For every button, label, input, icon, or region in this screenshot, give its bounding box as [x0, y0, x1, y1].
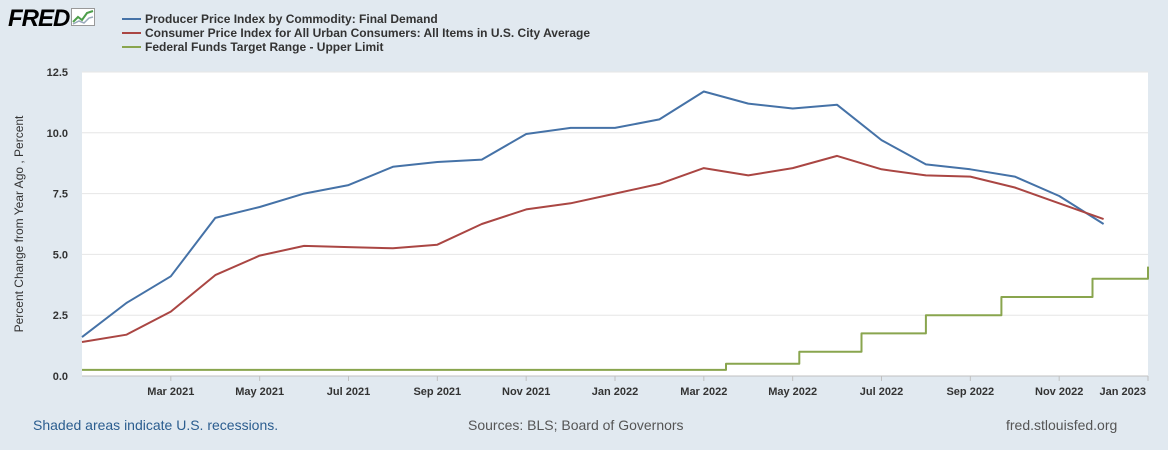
legend-label-cpi: Consumer Price Index for All Urban Consu…: [145, 26, 590, 40]
fred-logo-text: FRED: [8, 5, 70, 32]
y-tick-label: 2.5: [53, 310, 68, 322]
series-line-ppi[interactable]: [81, 90, 1105, 338]
legend-item-cpi[interactable]: Consumer Price Index for All Urban Consu…: [122, 26, 590, 40]
line-chart[interactable]: 0.0 2.5 5.0 7.5 10.0 12.5 Mar 2021 May 2021 Jul…: [0, 0, 1168, 410]
x-tick-label: Nov 2021: [502, 386, 550, 398]
recession-note-link[interactable]: Shaded areas indicate U.S. recessions.: [33, 417, 279, 433]
x-tick-label: May 2021: [235, 386, 284, 398]
data-series: [81, 90, 1149, 371]
site-url[interactable]: fred.stlouisfed.org: [1006, 417, 1118, 433]
legend-item-ppi[interactable]: Producer Price Index by Commodity: Final…: [122, 12, 590, 26]
series-line-fedfunds[interactable]: [82, 266, 1149, 371]
series-line-cpi[interactable]: [81, 154, 1104, 343]
y-axis-label: Percent Change from Year Ago , Percent: [12, 115, 26, 332]
x-tick-label: Sep 2021: [413, 386, 461, 398]
y-tick-label: 7.5: [53, 189, 68, 201]
y-axis-ticks: 0.0 2.5 5.0 7.5 10.0 12.5: [47, 67, 68, 383]
plot-area: [82, 72, 1148, 376]
legend-swatch-fedfunds: [122, 46, 141, 48]
legend-label-ppi: Producer Price Index by Commodity: Final…: [145, 12, 438, 26]
x-tick-label: Jan 2023: [1100, 386, 1146, 398]
y-tick-label: 12.5: [47, 67, 68, 79]
legend-swatch-ppi: [122, 18, 141, 20]
legend-swatch-cpi: [122, 32, 141, 34]
fred-chart-icon: [71, 7, 96, 31]
legend-label-fedfunds: Federal Funds Target Range - Upper Limit: [145, 40, 384, 54]
x-tick-label: Sep 2022: [946, 386, 994, 398]
y-tick-label: 5.0: [53, 249, 68, 261]
x-tick-label: May 2022: [768, 386, 817, 398]
x-tick-label: Nov 2022: [1035, 386, 1083, 398]
sources-text: Sources: BLS; Board of Governors: [468, 417, 684, 433]
x-tick-label: Jan 2022: [592, 386, 638, 398]
x-tick-label: Jul 2022: [860, 386, 903, 398]
y-tick-label: 10.0: [47, 128, 68, 140]
legend-item-fedfunds[interactable]: Federal Funds Target Range - Upper Limit: [122, 40, 590, 54]
chart-legend: Producer Price Index by Commodity: Final…: [122, 12, 590, 54]
x-axis-ticks: Mar 2021 May 2021 Jul 2021 Sep 2021 Nov 2021…: [147, 376, 1149, 398]
x-tick-label: Mar 2022: [680, 386, 727, 398]
x-tick-label: Jul 2021: [327, 386, 370, 398]
fred-logo[interactable]: FRED: [8, 5, 96, 32]
x-tick-label: Mar 2021: [147, 386, 194, 398]
y-tick-label: 0.0: [53, 371, 68, 383]
